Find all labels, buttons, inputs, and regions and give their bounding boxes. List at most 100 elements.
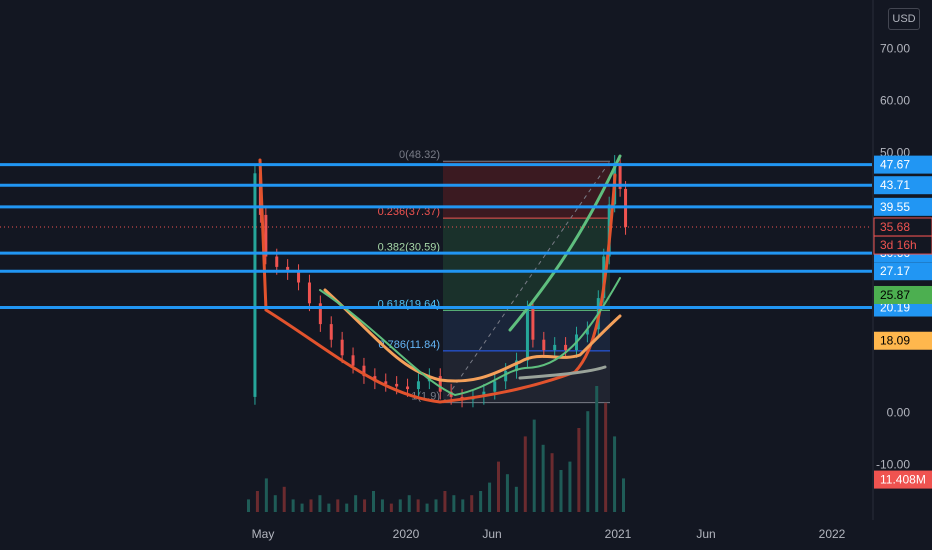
volume-bar bbox=[532, 419, 536, 512]
volume-bar bbox=[559, 470, 563, 512]
candle-body bbox=[531, 308, 535, 340]
price-axis[interactable]: 70.0060.0050.000.00-10.0047.6743.7139.55… bbox=[872, 0, 932, 520]
candle-body bbox=[362, 365, 366, 377]
volume-bar bbox=[291, 499, 295, 512]
volume-bar bbox=[300, 503, 304, 512]
price-tag[interactable]: 25.87 bbox=[874, 285, 932, 304]
volume-bar bbox=[327, 503, 331, 512]
candle-body bbox=[515, 360, 519, 371]
volume-bar bbox=[398, 499, 402, 512]
volume-bar bbox=[389, 503, 393, 512]
volume-bar bbox=[363, 499, 367, 512]
price-tag-bg bbox=[874, 331, 932, 350]
price-tag-label: 3d 16h bbox=[880, 238, 917, 252]
candle-body bbox=[564, 344, 568, 351]
fib-level-label: 0(48.32) bbox=[399, 149, 440, 161]
price-tag[interactable]: 39.55 bbox=[874, 197, 932, 216]
price-tag[interactable]: 3d 16h bbox=[873, 235, 932, 255]
volume-bar bbox=[282, 486, 286, 512]
price-tag-label: 43.71 bbox=[880, 178, 910, 192]
candle-body bbox=[286, 266, 290, 273]
volume-bars bbox=[247, 386, 625, 512]
candle-body bbox=[542, 339, 546, 351]
candle-body bbox=[493, 381, 497, 392]
volume-bar bbox=[488, 482, 492, 512]
volume-bar bbox=[309, 499, 313, 512]
time-tick-label: May bbox=[252, 527, 275, 541]
candle-body bbox=[525, 308, 529, 361]
price-tag[interactable]: 43.71 bbox=[874, 176, 932, 195]
volume-bar bbox=[452, 495, 456, 512]
volume-bar bbox=[541, 444, 545, 512]
candle-body bbox=[264, 214, 268, 257]
price-tag[interactable]: 18.09 bbox=[874, 331, 932, 350]
price-tag-bg bbox=[874, 155, 932, 174]
volume-bar bbox=[622, 478, 625, 512]
volume-bar bbox=[497, 461, 500, 512]
volume-bar bbox=[470, 495, 474, 512]
volume-bar bbox=[613, 436, 617, 512]
volume-bar bbox=[461, 499, 465, 512]
candle-body bbox=[329, 324, 333, 340]
candle-body bbox=[340, 339, 344, 356]
candle-body bbox=[585, 329, 589, 335]
time-tick-label: Jun bbox=[696, 527, 715, 541]
price-tick-label: 60.00 bbox=[880, 94, 910, 108]
volume-bar bbox=[255, 491, 259, 512]
candle-body bbox=[253, 173, 257, 397]
volume-bar bbox=[372, 491, 375, 512]
volume-bar bbox=[416, 499, 420, 512]
candle-body bbox=[438, 376, 442, 392]
time-tick-label: 2021 bbox=[605, 527, 632, 541]
volume-bar bbox=[425, 503, 429, 512]
volume-bar bbox=[273, 495, 277, 512]
volume-bar bbox=[505, 474, 509, 512]
volume-bar bbox=[443, 491, 447, 512]
price-tag[interactable]: 47.67 bbox=[874, 155, 932, 174]
price-tick-label: 0.00 bbox=[887, 406, 911, 420]
volume-bar bbox=[479, 491, 483, 512]
candle-body bbox=[318, 303, 322, 325]
price-tag-bg bbox=[873, 235, 932, 255]
volume-bar bbox=[550, 453, 554, 512]
volume-bar bbox=[407, 495, 411, 512]
volume-bar bbox=[568, 461, 572, 512]
candle-body bbox=[351, 355, 355, 366]
price-tag-label: 18.09 bbox=[880, 334, 910, 348]
price-tag-label: 39.55 bbox=[880, 200, 910, 214]
ema-gray-line bbox=[518, 365, 607, 380]
candle-body bbox=[307, 282, 311, 304]
price-tag-label: 20.19 bbox=[880, 301, 910, 315]
candle-body bbox=[275, 256, 279, 267]
ema-green-line bbox=[319, 277, 621, 397]
price-tag-bg bbox=[874, 470, 932, 489]
volume-bar bbox=[604, 402, 608, 512]
volume-bar bbox=[354, 495, 358, 512]
candle-body bbox=[395, 383, 399, 387]
volume-bar bbox=[514, 486, 518, 512]
price-tag-bg bbox=[874, 262, 932, 281]
price-tag[interactable]: 27.17 bbox=[874, 262, 932, 281]
volume-bar bbox=[434, 499, 438, 512]
candle-body bbox=[416, 381, 420, 390]
volume-bar bbox=[345, 503, 349, 512]
fib-zone-0 bbox=[443, 161, 610, 219]
time-tick-label: Jun bbox=[482, 527, 501, 541]
volume-bar bbox=[523, 436, 527, 512]
price-tag-label: 11.408M bbox=[880, 473, 926, 487]
volume-bar bbox=[577, 428, 581, 512]
currency-badge[interactable]: USD bbox=[888, 8, 920, 30]
volume-bar bbox=[264, 478, 268, 512]
horizontal-lines[interactable] bbox=[0, 163, 872, 310]
price-tick-label: -10.00 bbox=[876, 458, 910, 472]
fib-zone-1 bbox=[443, 218, 610, 254]
price-tick-label: 70.00 bbox=[880, 42, 910, 56]
fib-trend-line[interactable] bbox=[442, 161, 611, 403]
price-tag-label: 27.17 bbox=[880, 264, 910, 278]
price-tag[interactable]: 11.408M bbox=[874, 470, 932, 489]
time-axis[interactable]: May 2020 Jun 2021 Jun 2022 bbox=[252, 527, 846, 541]
time-tick-label: 2022 bbox=[819, 527, 846, 541]
volume-bar bbox=[247, 499, 250, 512]
price-tag[interactable]: 35.68 bbox=[873, 217, 932, 237]
